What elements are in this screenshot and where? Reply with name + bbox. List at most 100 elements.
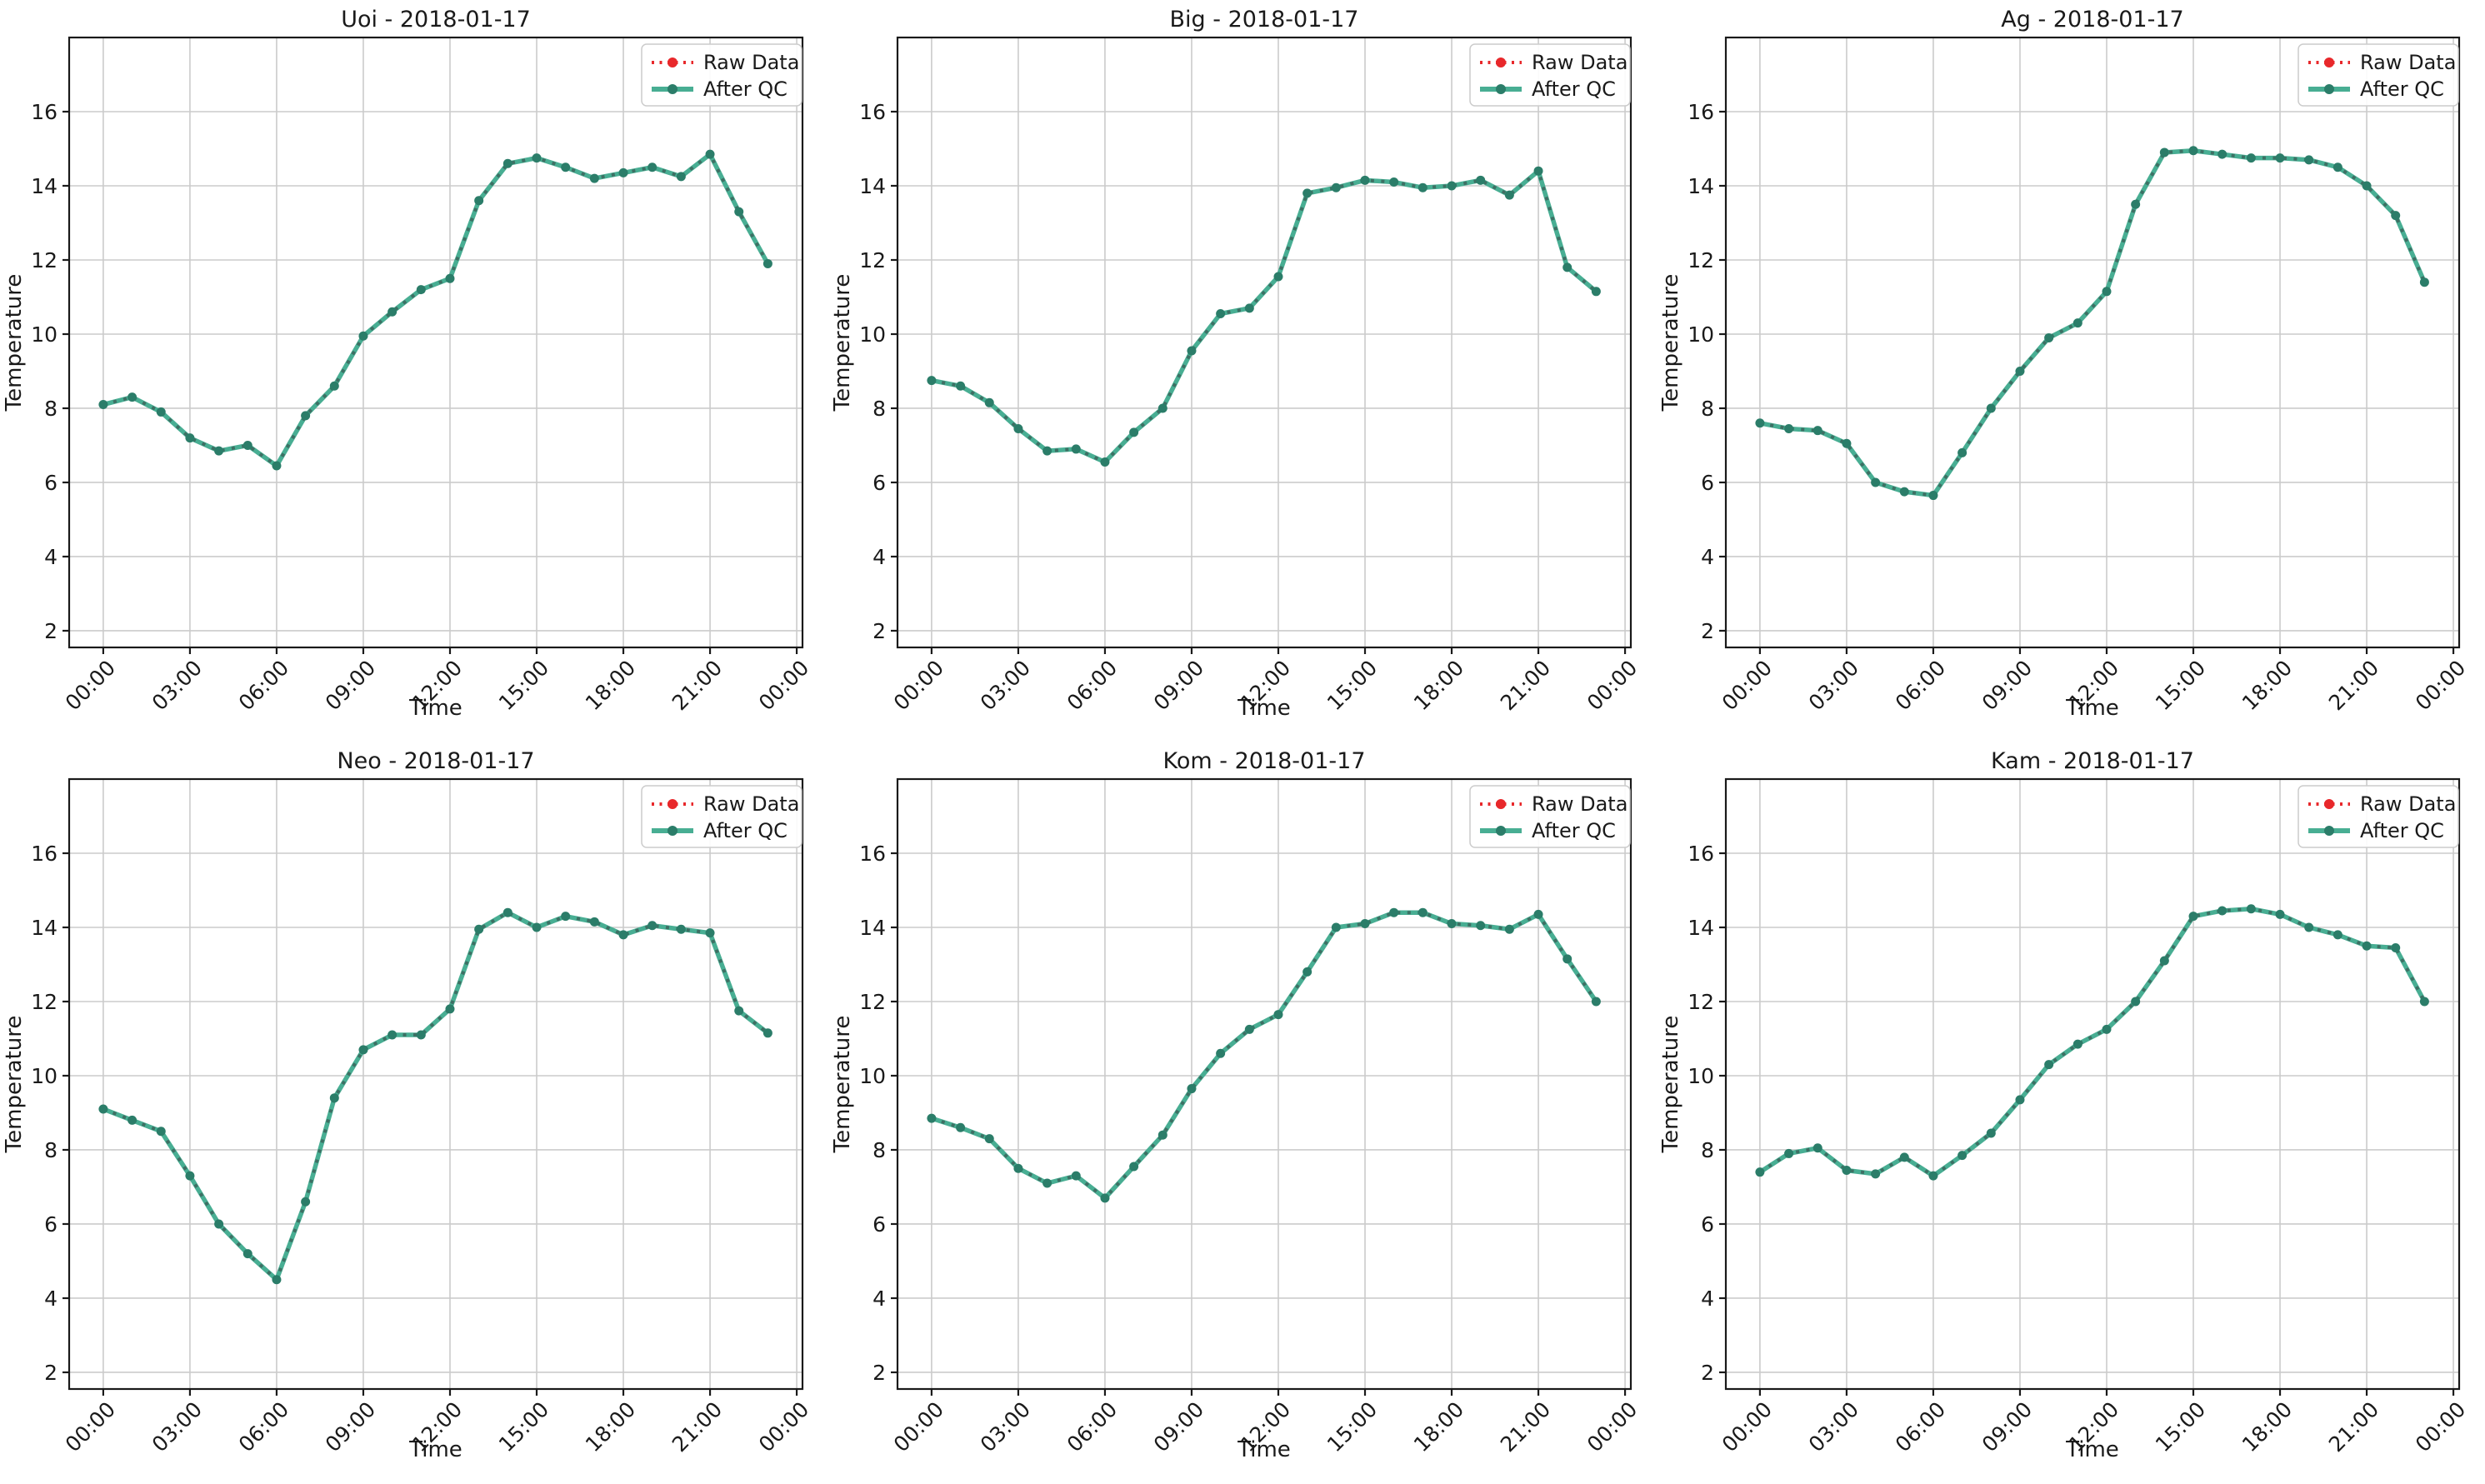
data-point-marker [1562, 262, 1572, 272]
legend-raw-marker [1496, 799, 1506, 809]
data-point-marker [1755, 418, 1765, 428]
data-point-marker [1899, 1152, 1909, 1162]
data-point-marker [2072, 1039, 2082, 1049]
data-point-marker [1244, 303, 1254, 313]
x-axis-label: Time [408, 1437, 462, 1462]
data-point-marker [1273, 1010, 1283, 1020]
y-tick-label: 10 [859, 322, 886, 347]
data-point-marker [358, 1045, 368, 1055]
axes-spines [68, 777, 804, 1391]
data-point-marker [676, 172, 686, 182]
raw-data-line [931, 911, 1598, 1200]
data-point-marker [1331, 922, 1341, 932]
y-tick-label: 12 [1688, 248, 1714, 272]
x-tick-label: 09:00 [1149, 656, 1208, 715]
x-tick-label: 00:00 [1718, 1397, 1777, 1457]
data-point-marker [1100, 457, 1110, 467]
raw-data-line [931, 169, 1598, 464]
data-point-marker [2044, 332, 2054, 342]
temperature-chart-uoi: 00:00 03:00 06:00 09:00 12:00 15:00 18:00 21:00… [2, 7, 813, 721]
x-tick-label: 09:00 [1978, 1397, 2037, 1457]
data-point-marker [1591, 287, 1601, 297]
after-qc-line [1758, 906, 2428, 1178]
y-tick-label: 2 [872, 1361, 886, 1385]
x-tick-label: 18:00 [2238, 656, 2297, 715]
legend: Raw Data After QC [641, 785, 802, 848]
data-point-marker [185, 433, 195, 443]
y-tick-label: 2 [1701, 1361, 1714, 1385]
x-tick-label: 00:00 [2411, 656, 2470, 715]
legend-qc-label: After QC [1532, 77, 1616, 101]
x-axis-label: Time [408, 696, 462, 721]
data-point-marker [2419, 277, 2429, 287]
data-point-marker [1533, 909, 1543, 919]
x-tick-label: 18:00 [1409, 1397, 1468, 1457]
raw-data-line [1758, 907, 2427, 1178]
data-point-marker [2332, 930, 2342, 940]
y-tick-label: 2 [1701, 619, 1714, 643]
data-point-marker [1418, 907, 1428, 917]
y-tick-label: 10 [31, 322, 58, 347]
x-tick-label: 06:00 [1062, 1397, 1122, 1457]
y-tick-label: 2 [44, 619, 58, 643]
x-tick-label: 15:00 [2151, 656, 2210, 715]
x-tick-label: 00:00 [754, 1397, 813, 1457]
chart-title: Big - 2018-01-17 [1170, 7, 1359, 32]
data-point-marker [329, 1093, 339, 1103]
y-tick-label: 8 [872, 1138, 886, 1162]
after-qc-line [929, 910, 1599, 1201]
x-tick-label: 03:00 [976, 1397, 1035, 1457]
data-point-marker [2102, 1024, 2112, 1034]
data-point-marker [2072, 318, 2082, 328]
axes-spines [1724, 36, 2461, 649]
y-tick-label: 10 [859, 1064, 886, 1088]
data-point-marker [927, 1113, 937, 1123]
data-point-marker [1871, 477, 1881, 487]
data-point-marker [1100, 1193, 1110, 1203]
y-tick-label: 12 [31, 990, 58, 1014]
data-point-marker [1842, 438, 1852, 448]
data-point-marker [1071, 444, 1081, 454]
data-point-marker [474, 924, 484, 934]
y-axis-label: Temperature [830, 274, 855, 412]
x-tick-label: 06:00 [1891, 1397, 1950, 1457]
chart-title: Kam - 2018-01-17 [1991, 748, 2194, 774]
raw-data-overlap-dashes [931, 911, 1598, 1200]
data-point-marker [1928, 491, 1938, 501]
y-axis-label: Temperature [1658, 274, 1683, 412]
y-tick-label: 14 [1688, 916, 1714, 940]
data-point-marker [2391, 211, 2401, 221]
data-point-marker [676, 924, 686, 934]
legend-qc-marker [2324, 826, 2334, 836]
x-axis-label: Time [2065, 1437, 2119, 1462]
data-point-marker [502, 907, 512, 917]
data-point-marker [1331, 182, 1341, 192]
legend-raw-marker [2324, 799, 2334, 809]
data-point-marker [618, 167, 628, 177]
y-axis-label: Temperature [1658, 1016, 1683, 1154]
legend: Raw Data After QC [641, 43, 802, 107]
x-tick-label: 15:00 [494, 656, 553, 715]
data-point-marker [1302, 188, 1312, 198]
temperature-chart-big: 00:00 03:00 06:00 09:00 12:00 15:00 18:00 21:00… [830, 7, 1642, 721]
raw-data-line [102, 152, 770, 467]
data-point-marker [1158, 1130, 1168, 1140]
x-tick-label: 21:00 [1496, 656, 1555, 715]
data-point-marker [98, 400, 108, 410]
data-point-marker [2304, 922, 2314, 932]
data-point-marker [561, 912, 571, 922]
data-point-marker [128, 1115, 138, 1125]
data-point-marker [1958, 447, 1968, 457]
data-point-marker [1418, 182, 1428, 192]
data-point-marker [1071, 1171, 1081, 1181]
data-point-marker [128, 392, 138, 402]
data-point-marker [2188, 146, 2198, 156]
chart-title: Ag - 2018-01-17 [2001, 7, 2183, 32]
raw-data-line [1759, 148, 2427, 497]
data-point-marker [474, 196, 484, 206]
data-point-marker [1129, 1162, 1139, 1172]
data-point-marker [1273, 272, 1283, 282]
y-tick-label: 8 [1701, 397, 1714, 421]
x-tick-label: 06:00 [1062, 656, 1122, 715]
y-axis-label: Temperature [2, 1016, 27, 1154]
